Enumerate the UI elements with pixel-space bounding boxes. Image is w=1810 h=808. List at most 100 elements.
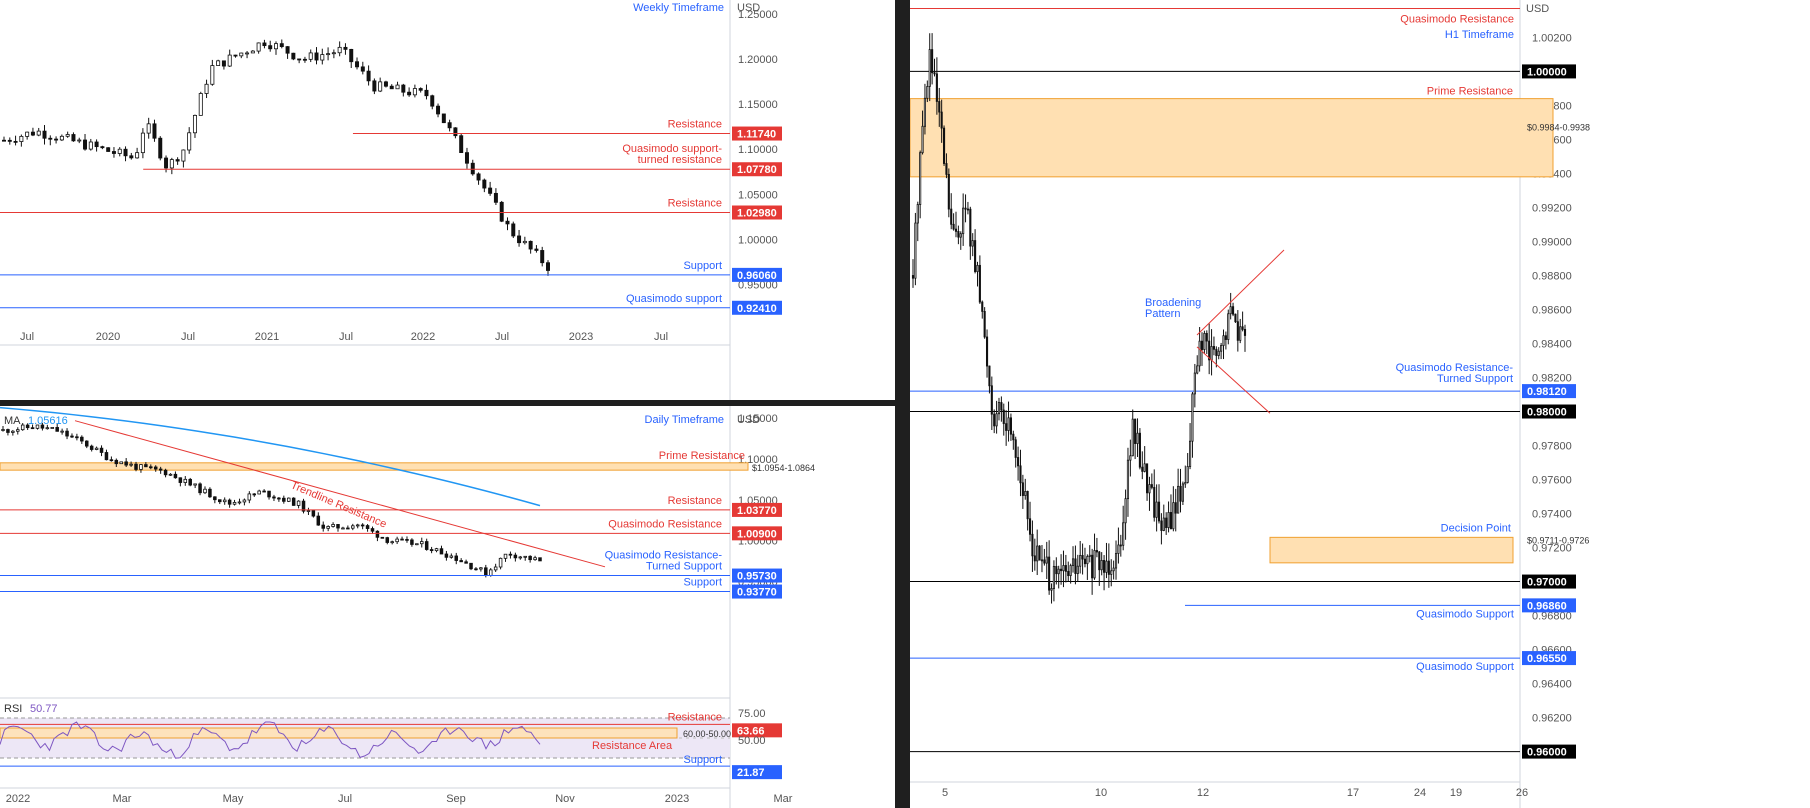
weekly-price-tag-text: 0.96060 [737, 270, 777, 282]
h1-candle-body [1184, 482, 1187, 485]
daily-x-tick: Mar [774, 793, 793, 805]
h1-candle-body [1186, 466, 1189, 483]
h1-candle-body [1212, 346, 1216, 350]
weekly-candle-body [459, 135, 464, 154]
weekly-candle-body [517, 235, 522, 244]
h1-candle-body [926, 86, 929, 99]
h1-candle-body [1043, 559, 1046, 564]
daily-candle-body [380, 536, 385, 539]
h1-round-level-tag-box [1522, 404, 1576, 419]
daily-candle-body [400, 538, 404, 541]
h1-candle-body [981, 301, 984, 312]
daily-chart[interactable]: Daily Timeframe USD1.150001.100001.050001… [0, 406, 895, 808]
daily-candle-body [55, 427, 59, 432]
h1-candle-body [1181, 483, 1184, 502]
weekly-candle-body [389, 85, 394, 90]
h1-candle-body [1198, 340, 1201, 367]
weekly-candle-body [499, 201, 504, 222]
weekly-candle-body [140, 132, 145, 154]
h1-prime-resistance-range: $0.9984-0.9938 [1527, 123, 1590, 133]
h1-candle-body [942, 127, 946, 164]
h1-candle-body [1103, 559, 1106, 573]
h1-candle-body [1157, 501, 1161, 522]
horizontal-divider[interactable] [0, 400, 905, 406]
h1-candle-body [1148, 484, 1151, 494]
daily-candle-body [193, 483, 197, 486]
h1-candle-body [1088, 554, 1091, 557]
h1-decision-point-zone [1269, 536, 1514, 564]
daily-candle-body [257, 490, 261, 495]
daily-price-tag-box [732, 526, 782, 541]
h1-candle-body [957, 230, 960, 238]
weekly-x-tick: 2021 [255, 331, 279, 343]
weekly-level-label: Quasimodo support-turned resistance [622, 143, 722, 166]
h1-candle-body [993, 413, 996, 427]
daily-candle-body [11, 430, 15, 433]
daily-candle-body [444, 553, 449, 558]
rsi-value: 50.77 [30, 703, 58, 715]
weekly-candle-body [291, 52, 296, 60]
h1-candle-body [1143, 463, 1146, 472]
weekly-chart-panel[interactable]: Weekly Timeframe USD 1.25000 1.20000 1.15000… [0, 0, 895, 400]
h1-candle-body [997, 402, 1001, 415]
h1-candle-body [1038, 545, 1041, 561]
h1-candle-body [974, 240, 977, 273]
daily-candle-body [60, 430, 64, 433]
h1-candle-body [921, 125, 924, 154]
daily-chart-panel[interactable]: Daily Timeframe USD 1.15000 1.10000 1.05000 1… [0, 406, 895, 808]
h1-candle-body [1079, 555, 1082, 567]
weekly-x-tick: 2023 [569, 331, 593, 343]
h1-candle-body [933, 72, 936, 75]
daily-candle-body [213, 496, 217, 501]
weekly-candle-body [146, 123, 151, 134]
h1-candle-body [1076, 565, 1079, 574]
vertical-divider[interactable] [895, 0, 910, 808]
rsi-line [0, 721, 541, 759]
weekly-candle-body [30, 131, 35, 136]
daily-candle-body [385, 537, 390, 543]
ma-label: MA [4, 415, 21, 427]
h1-qm-resistance-label: Quasimodo Resistance [1400, 14, 1514, 26]
h1-candle-body [1093, 550, 1096, 579]
daily-candle-body [6, 429, 10, 433]
h1-candle-body [1026, 490, 1029, 520]
weekly-candle-body [175, 159, 180, 162]
rsi-label: RSI [4, 703, 22, 715]
daily-candle-body [50, 427, 55, 429]
h1-candle-body [1205, 332, 1208, 342]
h1-decision-point-label: Decision Point [1441, 522, 1511, 534]
h1-candle-body [1200, 340, 1204, 350]
h1-candle-body [1071, 558, 1075, 566]
h1-candle-body [969, 208, 972, 247]
h1-candle-body [1203, 332, 1206, 350]
h1-candle-body [1007, 417, 1010, 431]
h1-candle-body [1174, 502, 1177, 514]
h1-candle-body [1220, 345, 1223, 352]
daily-candle-body [94, 447, 99, 450]
daily-candle-body [35, 424, 40, 429]
h1-candle-body [1232, 306, 1235, 315]
h1-candle-body [923, 97, 926, 127]
h1-candle-body [914, 222, 917, 279]
h1-candle-body [1112, 567, 1115, 572]
weekly-price-tag-text: 1.02980 [737, 208, 777, 220]
h1-prime-resistance-zone [910, 98, 1554, 178]
weekly-candle-body [233, 54, 238, 57]
h1-candle-body [1136, 432, 1139, 444]
daily-candle-body [390, 541, 394, 544]
daily-candle-body [479, 567, 483, 570]
h1-candle-body [1122, 522, 1125, 546]
h1-candle-body [950, 208, 953, 225]
weekly-candle-body [383, 81, 388, 87]
daily-candle-body [16, 429, 20, 432]
h1-y-tick: 1.00200 [1532, 32, 1572, 44]
daily-candle-body [75, 436, 79, 439]
weekly-y-tick: 1.05000 [738, 189, 778, 201]
weekly-candle-body [19, 135, 24, 142]
daily-candle-body [30, 427, 35, 430]
h1-x-tick: 10 [1095, 787, 1107, 799]
h1-y-tick: 0.98200 [1532, 373, 1572, 385]
